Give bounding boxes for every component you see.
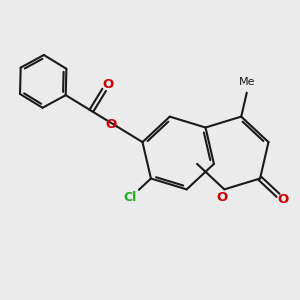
Text: Cl: Cl (124, 191, 137, 205)
Text: O: O (217, 191, 228, 204)
Text: O: O (277, 193, 289, 206)
Text: Me: Me (238, 77, 255, 87)
Text: O: O (102, 78, 113, 91)
Text: O: O (105, 118, 116, 131)
